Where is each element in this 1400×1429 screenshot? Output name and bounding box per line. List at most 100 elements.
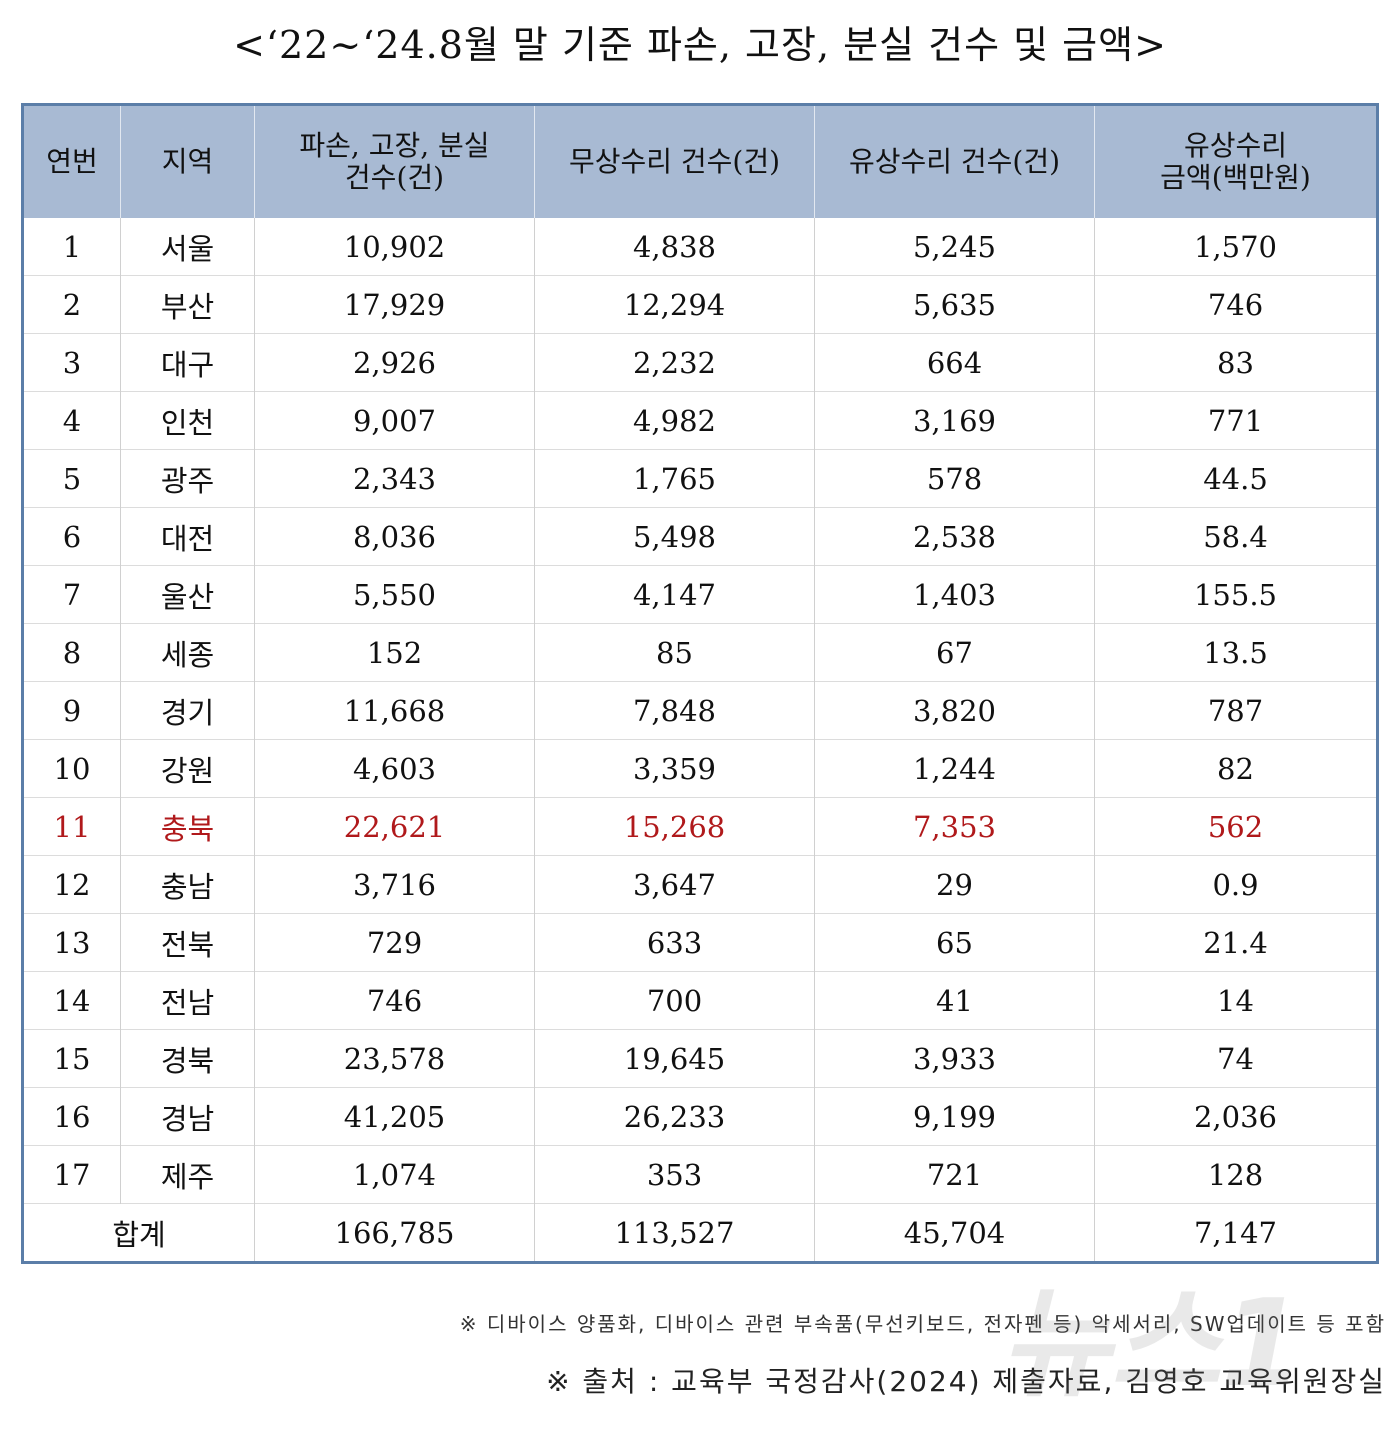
header-no: 연번 (22, 104, 121, 218)
total-free: 113,527 (534, 1203, 815, 1263)
cell-paid: 5,245 (814, 218, 1095, 276)
total-row: 합계 166,785 113,527 45,704 7,147 (22, 1203, 1378, 1263)
table-row: 7 울산 5,550 4,147 1,403 155.5 (22, 565, 1378, 624)
header-row: 연번 지역 파손, 고장, 분실 건수(건) 무상수리 건수(건) 유상수리 건… (22, 104, 1378, 218)
cell-cases: 22,621 (254, 797, 535, 856)
cell-region: 충남 (120, 855, 255, 914)
cell-amount: 787 (1094, 681, 1378, 740)
table-row: 10 강원 4,603 3,359 1,244 82 (22, 739, 1378, 798)
cell-paid: 664 (814, 333, 1095, 392)
cell-cases: 746 (254, 971, 535, 1030)
table-row: 13 전북 729 633 65 21.4 (22, 913, 1378, 972)
cell-cases: 4,603 (254, 739, 535, 798)
cell-paid: 41 (814, 971, 1095, 1030)
cell-paid: 7,353 (814, 797, 1095, 856)
cell-no: 1 (62, 229, 82, 264)
watermark-logo: 뉴스1 (1000, 1275, 1305, 1414)
cell-amount: 21.4 (1094, 913, 1378, 972)
cell-free: 2,232 (534, 333, 815, 392)
cell-free: 26,233 (534, 1087, 815, 1146)
cell-paid: 578 (814, 449, 1095, 508)
cell-amount: 14 (1094, 971, 1378, 1030)
footnote-scope: ※ 디바이스 양품화, 디바이스 관련 부속품(무선키보드, 전자펜 등) 악세… (459, 1312, 1386, 1336)
cell-region: 경북 (120, 1029, 255, 1088)
header-cases-line2: 건수(건) (344, 161, 445, 194)
table-row: 5 광주 2,343 1,765 578 44.5 (22, 449, 1378, 508)
cell-free: 4,838 (534, 218, 815, 276)
cell-amount: 13.5 (1094, 623, 1378, 682)
cell-amount: 44.5 (1094, 449, 1378, 508)
table-row: 8 세종 152 85 67 13.5 (22, 623, 1378, 682)
cell-cases: 2,926 (254, 333, 535, 392)
cell-amount: 83 (1094, 333, 1378, 392)
cell-region: 제주 (120, 1145, 255, 1204)
header-amount: 유상수리 금액(백만원) (1094, 104, 1378, 218)
header-free-repairs: 무상수리 건수(건) (534, 104, 815, 218)
cell-no: 9 (22, 681, 121, 740)
cell-cases: 17,929 (254, 275, 535, 334)
cell-amount: 1,570 (1094, 218, 1378, 276)
cell-cases: 23,578 (254, 1029, 535, 1088)
cell-cases: 8,036 (254, 507, 535, 566)
cell-free: 3,359 (534, 739, 815, 798)
cell-paid: 1,244 (814, 739, 1095, 798)
table-title: <‘22~‘24.8월 말 기준 파손, 고장, 분실 건수 및 금액> (233, 23, 1167, 67)
cell-no: 13 (22, 913, 121, 972)
table-row: 17 제주 1,074 353 721 128 (22, 1145, 1378, 1204)
header-amount-line2: 금액(백만원) (1160, 161, 1311, 194)
cell-region: 세종 (120, 623, 255, 682)
total-amount: 7,147 (1094, 1203, 1378, 1263)
cell-free: 15,268 (534, 797, 815, 856)
header-cases-line1: 파손, 고장, 분실 (299, 129, 490, 162)
cell-region: 경기 (120, 681, 255, 740)
footnote-source: ※ 출처 : 교육부 국정감사(2024) 제출자료, 김영호 교육위원장실 (546, 1365, 1386, 1398)
cell-paid: 721 (814, 1145, 1095, 1204)
cell-amount: 771 (1094, 391, 1378, 450)
table-row: 16 경남 41,205 26,233 9,199 2,036 (22, 1087, 1378, 1146)
cell-no: 6 (22, 507, 121, 566)
cell-region: 경남 (120, 1087, 255, 1146)
cell-cases: 9,007 (254, 391, 535, 450)
header-amount-line1: 유상수리 (1183, 129, 1288, 162)
cell-paid: 67 (814, 623, 1095, 682)
cell-no: 12 (22, 855, 121, 914)
cell-free: 1,765 (534, 449, 815, 508)
cell-region: 대전 (120, 507, 255, 566)
cell-paid: 2,538 (814, 507, 1095, 566)
cell-region: 광주 (120, 449, 255, 508)
cell-no: 7 (22, 565, 121, 624)
cell-cases: 3,716 (254, 855, 535, 914)
total-paid: 45,704 (814, 1203, 1095, 1263)
cell-no: 2 (22, 275, 121, 334)
cell-amount: 2,036 (1094, 1087, 1378, 1146)
cell-paid: 3,820 (814, 681, 1095, 740)
cell-cases: 11,668 (254, 681, 535, 740)
cell-no: 11 (22, 797, 121, 856)
cell-free: 4,147 (534, 565, 815, 624)
table-row: 1 서울 10,902 4,838 5,245 1,570 (23, 218, 1378, 276)
cell-paid: 3,169 (814, 391, 1095, 450)
cell-paid: 3,933 (814, 1029, 1095, 1088)
header-paid-repairs: 유상수리 건수(건) (814, 104, 1095, 218)
cell-no: 17 (22, 1145, 121, 1204)
cell-cases: 1,074 (254, 1145, 535, 1204)
cell-amount: 58.4 (1094, 507, 1378, 566)
cell-region: 서울 (120, 218, 255, 276)
cell-amount: 74 (1094, 1029, 1378, 1088)
cell-cases: 2,343 (254, 449, 535, 508)
table-row: 12 충남 3,716 3,647 29 0.9 (22, 855, 1378, 914)
cell-paid: 9,199 (814, 1087, 1095, 1146)
cell-amount: 746 (1094, 275, 1378, 334)
cell-cases: 41,205 (254, 1087, 535, 1146)
cell-amount: 562 (1094, 797, 1378, 856)
table-row: 6 대전 8,036 5,498 2,538 58.4 (22, 507, 1378, 566)
cell-region: 대구 (120, 333, 255, 392)
cell-region: 울산 (120, 565, 255, 624)
table-row: 11 충북 22,621 15,268 7,353 562 (22, 797, 1378, 856)
cell-amount: 82 (1094, 739, 1378, 798)
header-cases: 파손, 고장, 분실 건수(건) (254, 104, 535, 218)
cell-cases: 5,550 (254, 565, 535, 624)
cell-region: 인천 (120, 391, 255, 450)
cell-paid: 5,635 (814, 275, 1095, 334)
total-cases: 166,785 (254, 1203, 535, 1263)
